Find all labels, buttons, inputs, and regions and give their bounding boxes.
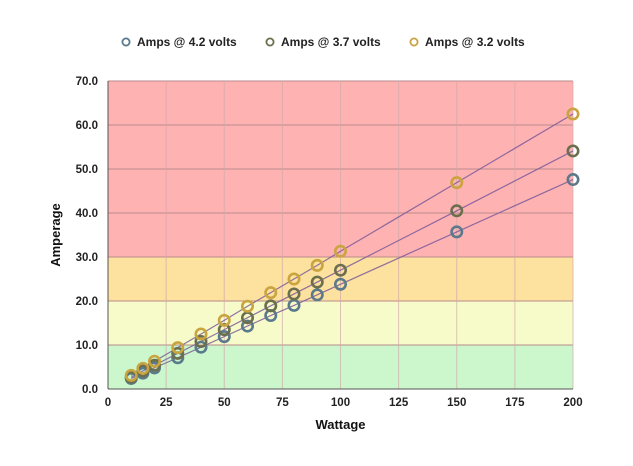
y-tick-label-6: 60.0 xyxy=(76,120,98,132)
data-point-s0-4 xyxy=(194,340,208,354)
y-tick-label-7: 70.0 xyxy=(76,76,98,88)
data-point-s2-12 xyxy=(566,107,580,121)
data-point-s1-7 xyxy=(264,299,278,313)
data-point-s2-7 xyxy=(264,286,278,300)
data-point-s0-10 xyxy=(333,277,347,291)
tick-labels: 0.0 10.0 20.0 30.0 40.0 50.0 60.0 70.0 0 25 50 75 10… xyxy=(76,76,583,409)
series-line-0 xyxy=(131,179,574,379)
y-tick-label-5: 50.0 xyxy=(76,164,98,176)
data-point-s0-11 xyxy=(450,225,464,239)
data-point-s2-9 xyxy=(310,258,324,272)
legend-marker-1 xyxy=(265,37,275,47)
x-tick-label-4: 100 xyxy=(331,397,350,409)
data-point-s2-0 xyxy=(124,368,138,382)
x-tick-label-1: 25 xyxy=(160,397,173,409)
data-point-s1-3 xyxy=(171,346,185,360)
legend-label-0: Amps @ 4.2 volts xyxy=(137,35,237,49)
data-point-s2-2 xyxy=(148,354,162,368)
data-point-s1-10 xyxy=(333,263,347,277)
data-point-s1-8 xyxy=(287,287,301,301)
data-point-s2-1 xyxy=(136,361,150,375)
legend-label-1: Amps @ 3.7 volts xyxy=(281,35,381,49)
x-tick-label-2: 50 xyxy=(218,397,231,409)
data-point-s2-4 xyxy=(194,327,208,341)
data-point-s0-5 xyxy=(217,330,231,344)
data-point-s1-4 xyxy=(194,334,208,348)
data-point-s2-3 xyxy=(171,341,185,355)
y-tick-label-1: 10.0 xyxy=(76,340,98,352)
legend-label-2: Amps @ 3.2 volts xyxy=(425,35,525,49)
y-tick-label-3: 30.0 xyxy=(76,252,98,264)
x-tick-label-7: 175 xyxy=(505,397,525,409)
data-point-s2-11 xyxy=(450,176,464,190)
data-point-s2-8 xyxy=(287,272,301,286)
data-point-s2-5 xyxy=(217,313,231,327)
legend-marker-0 xyxy=(121,37,131,47)
data-point-s1-11 xyxy=(450,204,464,218)
x-tick-label-3: 75 xyxy=(276,397,289,409)
y-axis-title: Amperage xyxy=(48,203,63,267)
x-tick-label-5: 125 xyxy=(389,397,409,409)
data-point-s2-6 xyxy=(241,299,255,313)
data-point-s0-9 xyxy=(310,288,324,302)
axes xyxy=(107,81,573,390)
series-points xyxy=(124,107,580,385)
y-tick-label-4: 40.0 xyxy=(76,208,98,220)
x-axis-title: Wattage xyxy=(315,417,365,432)
x-tick-label-6: 150 xyxy=(447,397,466,409)
data-point-s1-2 xyxy=(148,358,162,372)
legend: Amps @ 4.2 volts Amps @ 3.7 volts Amps @ 3… xyxy=(121,35,525,49)
data-point-s0-6 xyxy=(241,319,255,333)
y-tick-label-2: 20.0 xyxy=(76,296,98,308)
y-tick-label-0: 0.0 xyxy=(82,384,98,396)
x-tick-label-8: 200 xyxy=(563,397,582,409)
data-point-s0-12 xyxy=(566,173,580,187)
data-point-s2-10 xyxy=(333,244,347,258)
data-point-s1-9 xyxy=(310,275,324,289)
x-tick-label-0: 0 xyxy=(105,397,111,409)
data-point-s1-12 xyxy=(566,144,580,158)
legend-marker-2 xyxy=(409,37,419,47)
